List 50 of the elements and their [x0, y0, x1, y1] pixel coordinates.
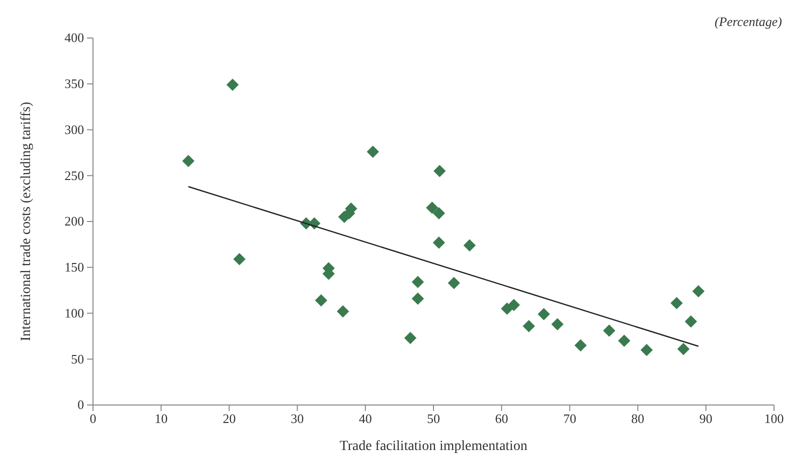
x-tick-label: 90: [699, 411, 712, 426]
point: [336, 305, 350, 318]
y-tick-label: 300: [64, 122, 84, 137]
point: [670, 297, 683, 310]
point: [426, 202, 438, 214]
y-tick-label: 0: [78, 397, 84, 412]
x-tick-label: 100: [764, 411, 784, 426]
point: [412, 292, 424, 305]
point: [432, 207, 446, 220]
point: [603, 324, 616, 337]
point: [182, 154, 194, 168]
x-tick-label: 20: [222, 411, 236, 426]
x-tick-label: 30: [290, 411, 304, 426]
point: [684, 315, 698, 328]
y-tick-label: 200: [64, 214, 84, 229]
x-tick-label: 60: [495, 411, 508, 426]
point: [692, 285, 705, 298]
point: [618, 334, 630, 347]
point: [315, 294, 328, 307]
point: [226, 78, 239, 91]
point: [412, 276, 424, 288]
point: [366, 146, 380, 158]
point: [233, 252, 246, 266]
y-tick-label: 100: [64, 305, 84, 320]
point: [677, 342, 690, 356]
point: [640, 344, 653, 356]
x-tick-label: 40: [358, 411, 372, 426]
y-tick-label: 400: [64, 30, 84, 46]
point: [434, 164, 446, 178]
point: [404, 332, 416, 344]
y-tick-label: 250: [64, 168, 84, 183]
point: [508, 298, 520, 312]
point: [538, 308, 550, 320]
x-tick-label: 70: [563, 411, 576, 426]
x-tick-label: 0: [90, 411, 96, 426]
y-tick-label: 150: [64, 260, 84, 275]
y-tick-label: 350: [64, 76, 84, 92]
text: (Percentage): [714, 14, 782, 29]
point: [448, 276, 460, 290]
y-tick-label: 50: [71, 351, 84, 366]
x-tick-label: 80: [631, 411, 644, 426]
x-tick-label: 10: [154, 411, 168, 426]
point: [463, 239, 476, 252]
point: [432, 236, 446, 249]
point: [522, 320, 535, 332]
point: [551, 318, 564, 330]
y-axis-title: International trade costs (excluding tariffs): [19, 102, 34, 342]
x-axis-title: Trade facilitation implementation: [340, 439, 528, 454]
x-tick-label: 50: [427, 411, 440, 426]
point: [574, 339, 587, 352]
